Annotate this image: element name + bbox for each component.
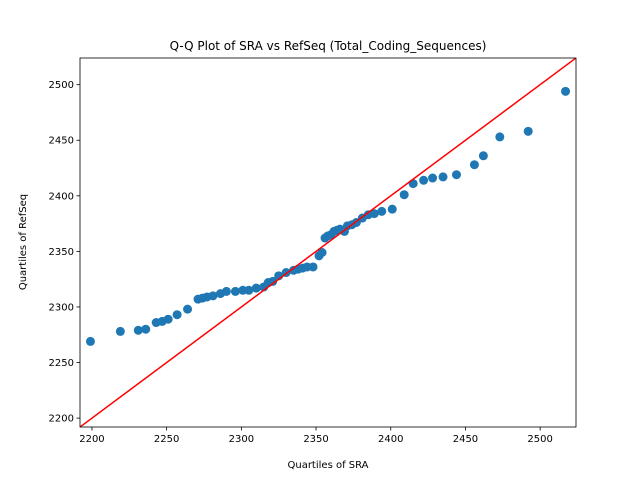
y-tick-label: 2200 <box>49 414 74 425</box>
data-point <box>377 206 387 216</box>
data-point <box>438 172 448 182</box>
data-point <box>85 336 95 346</box>
x-tick-label: 2450 <box>453 434 478 445</box>
plot-area: 2200 2250 2300 2350 2400 2450 2500 2200 2250 2300… <box>49 57 577 445</box>
y-tick-label: 2250 <box>49 358 74 369</box>
y-tick-label: 2350 <box>49 247 74 258</box>
axes-frame <box>79 57 577 428</box>
data-point <box>221 286 231 296</box>
data-point <box>230 286 240 296</box>
data-point <box>561 86 571 96</box>
data-point <box>141 324 151 334</box>
y-tick-label: 2400 <box>49 191 74 202</box>
data-point <box>523 126 533 136</box>
data-point <box>251 283 261 293</box>
y-tick-label: 2300 <box>49 302 74 313</box>
data-point <box>208 291 218 301</box>
x-tick-label: 2300 <box>229 434 254 445</box>
data-point <box>495 132 505 142</box>
data-point <box>183 304 193 314</box>
data-point <box>172 310 182 320</box>
data-point <box>469 160 479 170</box>
x-tick-label: 2400 <box>378 434 403 445</box>
data-point <box>387 204 397 214</box>
x-tick-label: 2250 <box>154 434 179 445</box>
y-tick-label: 2450 <box>49 136 74 147</box>
data-point <box>369 209 379 219</box>
x-tick-label: 2200 <box>79 434 104 445</box>
data-point <box>244 285 254 295</box>
data-point <box>163 314 173 324</box>
y-axis-label: Quartiles of RefSeq <box>18 194 29 290</box>
data-point <box>399 190 409 200</box>
data-point <box>408 179 418 189</box>
data-point <box>317 248 327 258</box>
x-axis-label: Quartiles of SRA <box>287 460 368 471</box>
chart-title: Q-Q Plot of SRA vs RefSeq (Total_Coding_… <box>170 39 487 53</box>
x-tick-label: 2500 <box>527 434 552 445</box>
data-point <box>268 276 278 286</box>
data-point <box>451 170 461 180</box>
x-tick-label: 2350 <box>303 434 328 445</box>
data-point <box>478 151 488 161</box>
reference-line <box>80 58 576 427</box>
y-tick-label: 2500 <box>49 80 74 91</box>
data-point <box>308 262 318 272</box>
data-point <box>133 325 143 335</box>
data-point <box>428 173 438 183</box>
data-point <box>115 326 125 336</box>
data-point <box>419 175 429 185</box>
